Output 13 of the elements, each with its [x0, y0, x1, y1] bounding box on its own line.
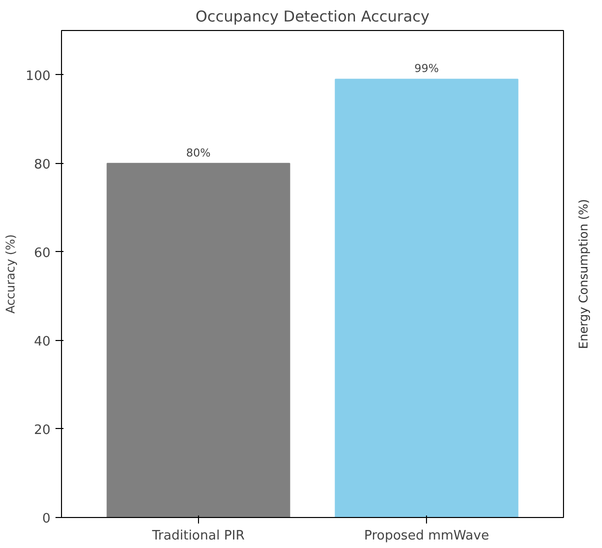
data-label: 99%	[414, 62, 439, 76]
y-tick-label: 40	[34, 334, 51, 350]
y-tick-label: 0	[42, 512, 51, 526]
y-tick-label: 80	[34, 157, 51, 172]
y-tick-label: 100	[26, 68, 51, 84]
y-tick-label: 60	[34, 246, 51, 261]
y-tick-label: 20	[34, 422, 51, 438]
y-axis-title: Accuracy (%)	[4, 234, 18, 314]
data-label: 80%	[186, 146, 211, 160]
chart-title: Occupancy Detection Accuracy	[195, 8, 430, 26]
x-tick-label: Proposed mmWave	[364, 528, 490, 544]
text: Energy Consumption (%)	[576, 199, 590, 349]
x-tick-label: Traditional PIR	[151, 528, 245, 544]
